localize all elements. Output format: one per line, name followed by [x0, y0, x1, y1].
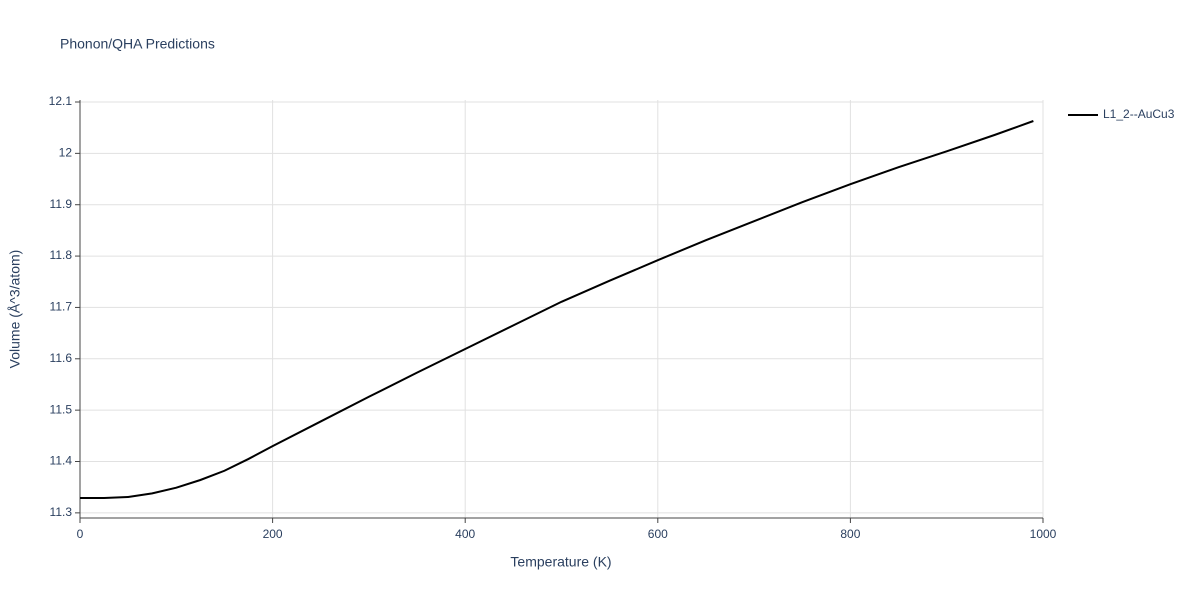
y-tick-label: 11.9 — [50, 197, 73, 211]
x-tick-label: 800 — [840, 527, 860, 541]
x-tick-label: 1000 — [1030, 527, 1057, 541]
y-tick-label: 11.8 — [50, 248, 73, 262]
y-tick-label: 11.7 — [50, 300, 73, 314]
chart-title: Phonon/QHA Predictions — [60, 36, 215, 52]
y-tick-label: 11.5 — [50, 402, 73, 416]
x-tick-label: 0 — [77, 527, 84, 541]
x-axis-label: Temperature (K) — [510, 554, 611, 570]
x-tick-label: 400 — [455, 527, 475, 541]
data-line — [80, 120, 1034, 499]
y-tick-label: 11.6 — [50, 351, 73, 365]
y-tick-label: 12 — [59, 146, 73, 160]
x-tick-label: 200 — [263, 527, 283, 541]
x-tick-label: 600 — [648, 527, 668, 541]
y-tick-label: 11.4 — [50, 454, 73, 468]
y-axis-label: Volume (Å^3/atom) — [7, 250, 23, 369]
legend-label: L1_2--AuCu3 — [1103, 107, 1175, 121]
y-tick-label: 12.1 — [49, 94, 73, 108]
y-tick-label: 11.3 — [50, 505, 73, 519]
